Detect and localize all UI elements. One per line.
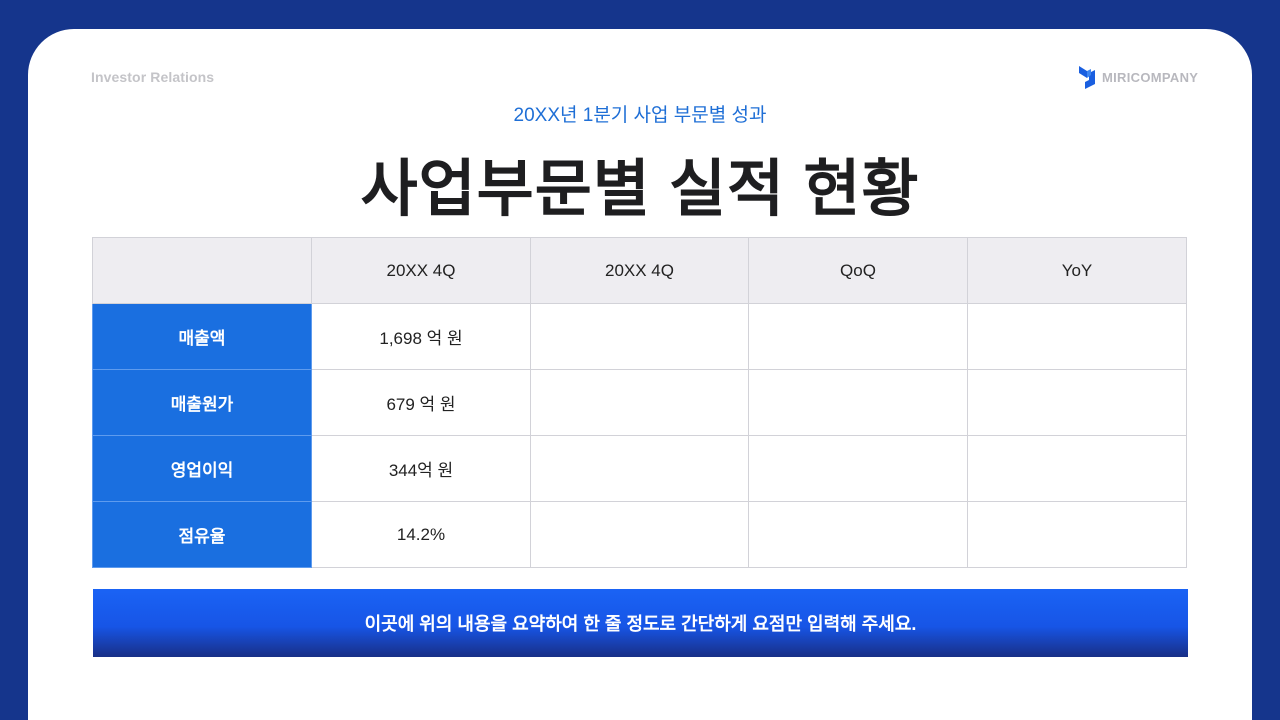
- table-cell: [530, 369, 749, 436]
- table-cell: [967, 501, 1187, 568]
- table-cell: [967, 303, 1187, 370]
- row-label: 점유율: [92, 501, 312, 568]
- table-cell: 1,698 억 원: [311, 303, 531, 370]
- table-cell: [530, 303, 749, 370]
- row-label: 영업이익: [92, 435, 312, 502]
- table-cell: [748, 303, 968, 370]
- section-label: Investor Relations: [91, 69, 215, 85]
- column-header-empty: [92, 237, 312, 304]
- table-cell: [530, 435, 749, 502]
- table-cell: [748, 369, 968, 436]
- table-cell: 344억 원: [311, 435, 531, 502]
- logo-text: MIRICOMPANY: [1102, 69, 1199, 85]
- company-logo: MIRICOMPANY: [1078, 65, 1198, 89]
- table-row: 영업이익 344억 원: [92, 435, 1187, 502]
- miricompany-logo-icon: [1079, 66, 1095, 89]
- performance-table: 20XX 4Q 20XX 4Q QoQ YoY 매출액 1,698 억 원 매출…: [92, 237, 1187, 568]
- table-cell: [748, 501, 968, 568]
- column-header-yoy: YoY: [967, 237, 1187, 304]
- table-header-row: 20XX 4Q 20XX 4Q QoQ YoY: [92, 237, 1187, 304]
- table-row: 매출액 1,698 억 원: [92, 303, 1187, 370]
- table-cell: [967, 435, 1187, 502]
- table-cell: 679 억 원: [311, 369, 531, 436]
- column-header: 20XX 4Q: [311, 237, 531, 304]
- column-header-qoq: QoQ: [748, 237, 968, 304]
- table-row: 점유율 14.2%: [92, 501, 1187, 568]
- summary-banner: 이곳에 위의 내용을 요약하여 한 줄 정도로 간단하게 요점만 입력해 주세요…: [93, 589, 1188, 657]
- column-header: 20XX 4Q: [530, 237, 749, 304]
- row-label: 매출원가: [92, 369, 312, 436]
- table-row: 매출원가 679 억 원: [92, 369, 1187, 436]
- table-cell: [967, 369, 1187, 436]
- page-title: 사업부문별 실적 현황: [360, 155, 920, 224]
- table-cell: [748, 435, 968, 502]
- page-subtitle: 20XX년 1분기 사업 부문별 성과: [513, 105, 767, 126]
- row-label: 매출액: [92, 303, 312, 370]
- table-cell: [530, 501, 749, 568]
- table-cell: 14.2%: [311, 501, 531, 568]
